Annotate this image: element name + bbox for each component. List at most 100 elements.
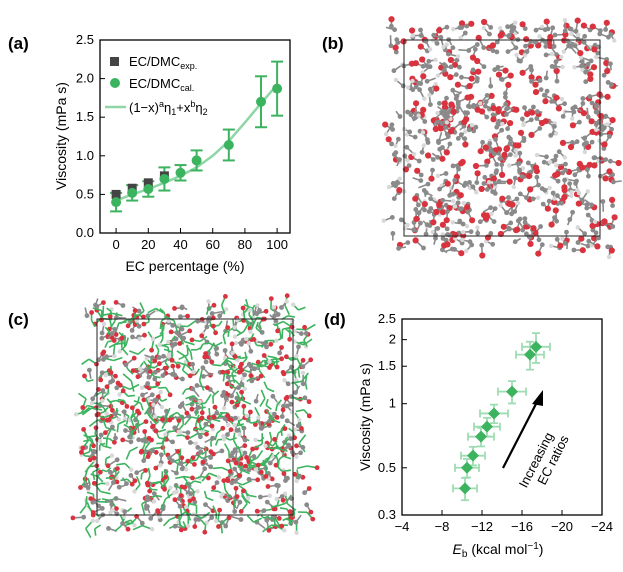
bond bbox=[85, 476, 86, 483]
carbon-atom bbox=[563, 162, 568, 167]
carbon-atom bbox=[547, 199, 552, 204]
bond bbox=[249, 451, 251, 456]
oxygen-atom bbox=[542, 98, 548, 104]
oxygen-atom bbox=[259, 374, 264, 379]
carbon-atom bbox=[99, 336, 104, 341]
hydrogen-atom bbox=[166, 340, 170, 344]
bond bbox=[123, 374, 131, 381]
hydrogen-atom bbox=[575, 188, 579, 192]
oxygen-atom bbox=[176, 364, 181, 369]
hydrogen-atom bbox=[441, 45, 445, 49]
x-tick-label-d: −16 bbox=[511, 519, 533, 534]
oxygen-atom bbox=[113, 374, 118, 379]
carbon-atom bbox=[178, 504, 183, 509]
oxygen-atom bbox=[211, 485, 216, 490]
oxygen-atom bbox=[616, 160, 622, 166]
carbon-atom bbox=[109, 499, 114, 504]
hydrogen-atom bbox=[411, 33, 415, 37]
carbon-atom bbox=[513, 239, 518, 244]
ylabel-a: Viscosity (mPa s) bbox=[53, 82, 69, 190]
carbon-atom bbox=[188, 440, 193, 445]
oxygen-atom bbox=[587, 71, 593, 77]
oxygen-atom bbox=[191, 496, 196, 501]
bond bbox=[291, 359, 297, 360]
carbon-atom bbox=[555, 79, 560, 84]
hydrogen-atom bbox=[461, 230, 465, 234]
carbon-atom bbox=[170, 372, 175, 377]
panel-label-d: (d) bbox=[324, 310, 346, 329]
oxygen-atom bbox=[234, 461, 239, 466]
bond bbox=[241, 357, 247, 358]
oxygen-atom bbox=[458, 192, 464, 198]
carbon-atom bbox=[418, 81, 423, 86]
carbon-atom bbox=[442, 109, 447, 114]
y-tick-label-a: 2.5 bbox=[76, 32, 94, 47]
hydrogen-atom bbox=[514, 153, 518, 157]
carbon-atom bbox=[454, 72, 459, 77]
oxygen-atom bbox=[281, 407, 286, 412]
carbon-atom bbox=[545, 89, 550, 94]
hydrogen-atom bbox=[294, 354, 298, 358]
oxygen-atom bbox=[163, 475, 168, 480]
hydrogen-atom bbox=[572, 65, 576, 69]
oxygen-atom bbox=[495, 108, 501, 114]
oxygen-atom bbox=[162, 487, 167, 492]
carbon-atom bbox=[505, 210, 510, 215]
oxygen-atom bbox=[557, 243, 563, 249]
oxygen-atom bbox=[581, 23, 587, 29]
carbon-atom bbox=[494, 162, 499, 167]
x-tick-label-d: −20 bbox=[551, 519, 573, 534]
oxygen-atom bbox=[307, 486, 312, 491]
carbon-atom bbox=[259, 426, 264, 431]
oxygen-atom bbox=[496, 72, 502, 78]
legend-cal-label: EC/DMCcal. bbox=[129, 76, 194, 93]
carbon-atom bbox=[397, 157, 402, 162]
oxygen-atom bbox=[112, 338, 117, 343]
oxygen-atom bbox=[177, 341, 182, 346]
oxygen-atom bbox=[135, 409, 140, 414]
carbon-atom bbox=[585, 202, 590, 207]
oxygen-atom bbox=[120, 336, 125, 341]
legend-exp-sub: exp. bbox=[180, 61, 197, 71]
hydrogen-atom bbox=[129, 468, 133, 472]
oxygen-atom bbox=[170, 358, 175, 363]
carbon-atom bbox=[110, 378, 115, 383]
carbon-atom bbox=[120, 521, 125, 526]
carbon-atom bbox=[468, 239, 473, 244]
carbon-atom bbox=[526, 161, 531, 166]
carbon-atom bbox=[439, 121, 444, 126]
carbon-atom bbox=[299, 331, 304, 336]
oxygen-atom bbox=[598, 113, 604, 119]
xlabel-d: Eb (kcal mol−1) bbox=[453, 541, 544, 560]
oxygen-atom bbox=[143, 468, 148, 473]
oxygen-atom bbox=[556, 105, 562, 111]
x-tick-label-a: 80 bbox=[238, 237, 252, 252]
oxygen-atom bbox=[498, 33, 504, 39]
carbon-atom bbox=[445, 25, 450, 30]
oxygen-atom bbox=[490, 42, 496, 48]
oxygen-atom bbox=[499, 196, 505, 202]
carbon-atom bbox=[396, 137, 401, 142]
hydrogen-atom bbox=[569, 32, 573, 36]
carbon-atom bbox=[524, 195, 529, 200]
hydrogen-atom bbox=[274, 338, 278, 342]
oxygen-atom bbox=[242, 443, 247, 448]
oxygen-atom bbox=[160, 417, 165, 422]
hydrogen-atom bbox=[177, 430, 181, 434]
carbon-atom bbox=[446, 52, 451, 57]
ylabel-d: Viscosity (mPa s) bbox=[357, 363, 373, 471]
carbon-atom bbox=[456, 200, 461, 205]
carbon-atom bbox=[232, 509, 237, 514]
bond bbox=[185, 342, 195, 345]
hydrogen-atom bbox=[268, 494, 272, 498]
carbon-atom bbox=[538, 78, 543, 83]
bond bbox=[80, 506, 86, 514]
carbon-atom bbox=[435, 41, 440, 46]
hydrogen-atom bbox=[398, 177, 402, 181]
oxygen-atom bbox=[501, 224, 507, 230]
carbon-atom bbox=[491, 48, 496, 53]
hydrogen-atom bbox=[514, 53, 518, 57]
carbon-atom bbox=[457, 219, 462, 224]
oxygen-atom bbox=[524, 111, 530, 117]
